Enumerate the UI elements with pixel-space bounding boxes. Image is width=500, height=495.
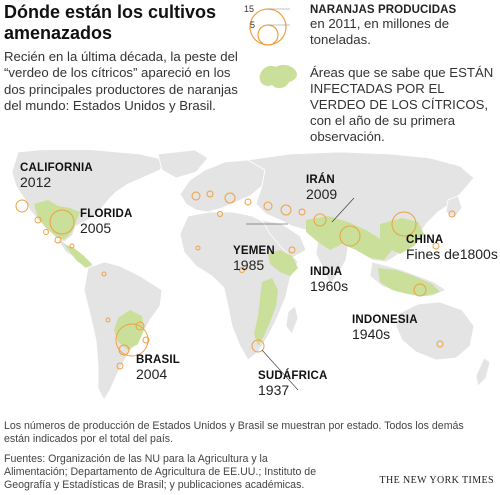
infected-areas: [34, 200, 440, 350]
intro-text: Recién en la última década, la peste del…: [4, 49, 238, 114]
region-label-california: CALIFORNIA 2012: [20, 162, 93, 190]
region-year: 1940s: [352, 326, 391, 342]
footnote: Los números de producción de Estados Uni…: [4, 420, 464, 445]
madagascar: [285, 305, 299, 335]
infected-area-east-africa: [254, 278, 278, 346]
orange-production-circles: [15, 190, 456, 370]
size-label-5: 5: [250, 20, 255, 30]
size-label-15: 15: [244, 4, 254, 14]
australia: [395, 301, 475, 361]
region-year: 2009: [306, 186, 338, 202]
map-title: Dónde están los cultivos amenazados: [4, 2, 217, 43]
infected-area-swatch: [259, 64, 297, 89]
region-name: FLORIDA: [80, 208, 133, 220]
infected-area-south-asia: [306, 216, 392, 260]
oranges-legend-heading: NARANJAS PRODUCIDAS: [310, 4, 457, 16]
region-label-florida: FLORIDA 2005: [80, 208, 133, 236]
credit: THE NEW YORK TIMES: [379, 475, 494, 486]
region-year: 1937: [258, 382, 290, 398]
region-year: 2005: [80, 220, 112, 236]
new-zealand: [475, 357, 491, 387]
label-leader-lines: [246, 197, 355, 391]
europe: [179, 159, 266, 213]
region-label-indonesia: INDONESIA 1940s: [352, 314, 418, 342]
infected-area-florida: [34, 200, 80, 240]
region-label-china: CHINA Fines de1800s: [406, 234, 498, 262]
region-name: INDIA: [310, 266, 343, 278]
region-label-india: INDIA 1960s: [310, 266, 348, 294]
region-name: YEMEN: [233, 245, 275, 257]
region-label-sudafrica: SUDÁFRICA 1937: [258, 370, 328, 398]
size-legend: 15 5: [244, 4, 290, 46]
region-year: 2004: [136, 366, 168, 382]
region-name: BRASIL: [136, 354, 181, 366]
region-label-iran: IRÁN 2009: [306, 174, 337, 202]
oranges-legend-text: en 2011, en millones de toneladas.: [310, 16, 450, 47]
region-label-brasil: BRASIL 2004: [136, 354, 180, 382]
region-name: INDONESIA: [352, 314, 418, 326]
region-label-yemen: YEMEN 1985: [233, 245, 275, 273]
world-map: [11, 150, 491, 401]
region-year: Fines de1800s: [406, 246, 498, 262]
region-name: CALIFORNIA: [20, 162, 93, 174]
infected-area-central-america: [64, 244, 92, 268]
infected-area-indonesia: [378, 268, 440, 296]
infected-area-legend-text: Áreas que se sabe que ESTÁN INFECTADAS P…: [310, 65, 494, 144]
infected-area-yemen: [268, 250, 298, 276]
sources: Fuentes: Organización de las NU para la …: [4, 453, 317, 491]
region-name: CHINA: [406, 234, 444, 246]
region-year: 1960s: [310, 278, 349, 294]
region-name: SUDÁFRICA: [258, 370, 328, 382]
region-year: 2012: [20, 174, 52, 190]
infected-area-brazil: [114, 310, 144, 350]
greenland: [157, 150, 209, 179]
japan: [445, 195, 463, 219]
region-year: 1985: [233, 257, 265, 273]
region-name: IRÁN: [306, 174, 335, 186]
oranges-legend: NARANJAS PRODUCIDAS en 2011, en millones…: [310, 4, 495, 48]
